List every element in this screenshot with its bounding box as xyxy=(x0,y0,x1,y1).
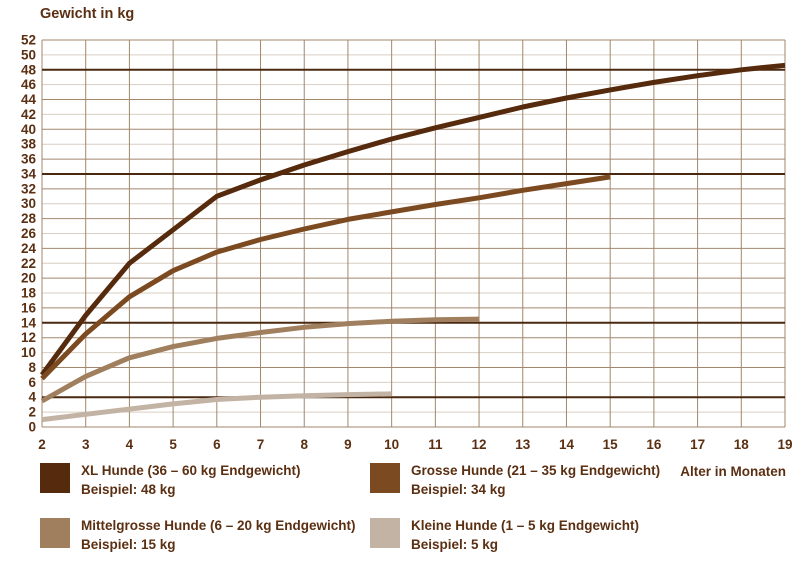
x-tick-label: 18 xyxy=(734,437,750,452)
growth-curve-xl-hunde xyxy=(39,62,786,377)
x-tick-label: 7 xyxy=(257,437,265,452)
y-tick-label: 24 xyxy=(21,241,37,256)
x-tick-label: 2 xyxy=(38,437,46,452)
x-tick-label: 5 xyxy=(169,437,177,452)
legend-item-kleine-hunde: Kleine Hunde (1 – 5 kg Endgewicht) Beisp… xyxy=(370,516,639,554)
growth-curve-mittelgrosse-hunde xyxy=(40,316,480,404)
y-tick-label: 26 xyxy=(21,226,37,241)
legend-example: Beispiel: 15 kg xyxy=(81,537,176,552)
y-tick-label: 30 xyxy=(21,196,36,211)
y-tick-label: 38 xyxy=(21,137,37,152)
legend-item-grosse-hunde: Grosse Hunde (21 – 35 kg Endgewicht) Bei… xyxy=(370,461,660,499)
legend-example: Beispiel: 5 kg xyxy=(411,537,499,552)
y-tick-label: 52 xyxy=(21,33,36,48)
y-tick-label: 10 xyxy=(21,345,36,360)
legend-item-mittelgrosse-hunde: Mittelgrosse Hunde (6 – 20 kg Endgewicht… xyxy=(40,516,356,554)
x-tick-label: 11 xyxy=(428,437,443,452)
legend-swatch-xl-hunde xyxy=(40,463,70,493)
x-tick-label: 8 xyxy=(300,437,308,452)
legend-swatch-kleine-hunde xyxy=(370,518,400,548)
x-tick-label: 13 xyxy=(515,437,531,452)
x-tick-label: 6 xyxy=(213,437,221,452)
y-tick-label: 28 xyxy=(21,211,37,226)
x-tick-label: 4 xyxy=(126,437,134,452)
x-tick-label: 14 xyxy=(559,437,575,452)
legend-label: Kleine Hunde (1 – 5 kg Endgewicht) xyxy=(411,518,640,533)
x-tick-label: 10 xyxy=(384,437,399,452)
y-tick-label: 0 xyxy=(28,420,36,435)
y-tick-label: 6 xyxy=(28,375,36,390)
y-tick-label: 2 xyxy=(28,405,36,420)
x-tick-label: 3 xyxy=(82,437,90,452)
legend-label: Grosse Hunde (21 – 35 kg Endgewicht) xyxy=(411,463,661,478)
y-axis-title: Gewicht in kg xyxy=(40,6,135,22)
x-tick-label: 19 xyxy=(777,437,792,452)
legend-item-xl-hunde: XL Hunde (36 – 60 kg Endgewicht) Beispie… xyxy=(40,461,301,499)
y-tick-label: 12 xyxy=(21,330,36,345)
legend-example: Beispiel: 48 kg xyxy=(81,482,176,497)
x-axis-title: Alter in Monaten xyxy=(680,464,786,479)
x-tick-label: 12 xyxy=(472,437,487,452)
x-tick-label: 17 xyxy=(690,437,705,452)
y-tick-label: 14 xyxy=(21,315,37,330)
x-tick-label: 9 xyxy=(344,437,352,452)
y-tick-label: 32 xyxy=(21,181,36,196)
y-tick-label: 46 xyxy=(21,77,37,92)
x-tick-label: 16 xyxy=(646,437,662,452)
y-tick-label: 44 xyxy=(21,92,37,107)
y-tick-label: 4 xyxy=(28,390,36,405)
y-tick-label: 22 xyxy=(21,256,36,271)
growth-curve-kleine-hunde xyxy=(41,391,392,423)
y-tick-label: 42 xyxy=(21,107,36,122)
y-tick-label: 36 xyxy=(21,152,37,167)
growth-chart-plot: 0246810121416182022242628303234363840424… xyxy=(21,33,793,453)
legend-example: Beispiel: 34 kg xyxy=(411,482,506,497)
x-tick-label: 15 xyxy=(603,437,619,452)
y-tick-label: 34 xyxy=(21,166,37,181)
y-tick-label: 40 xyxy=(21,122,36,137)
legend-label: Mittelgrosse Hunde (6 – 20 kg Endgewicht… xyxy=(81,518,356,533)
y-tick-label: 16 xyxy=(21,300,37,315)
y-tick-label: 18 xyxy=(21,286,37,301)
y-tick-label: 20 xyxy=(21,271,36,286)
y-tick-label: 8 xyxy=(28,360,36,375)
legend-swatch-mittelgrosse-hunde xyxy=(40,518,70,548)
y-tick-label: 50 xyxy=(21,47,36,62)
legend-label: XL Hunde (36 – 60 kg Endgewicht) xyxy=(81,463,301,478)
y-tick-label: 48 xyxy=(21,62,37,77)
legend-swatch-grosse-hunde xyxy=(370,463,400,493)
growth-curve-grosse-hunde xyxy=(40,174,611,381)
